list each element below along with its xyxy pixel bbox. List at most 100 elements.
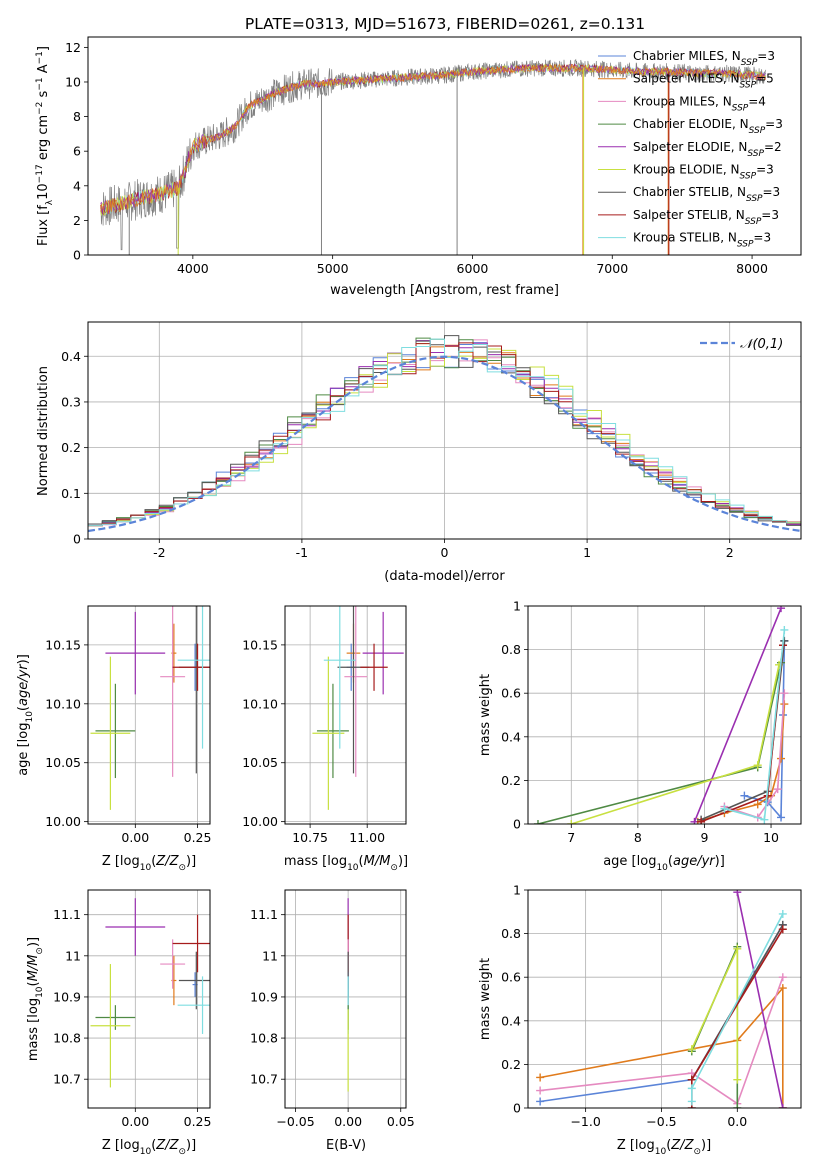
label-part: =3	[757, 49, 775, 63]
weight-marker	[753, 761, 762, 770]
legend-label: Salpeter ELODIE, NSSP=2	[633, 140, 782, 159]
label-part: Flux [f	[36, 205, 51, 246]
weight-marker	[777, 606, 786, 613]
label-part: =3	[763, 185, 781, 199]
label-part: −1	[35, 77, 45, 90]
label-part: N	[737, 185, 746, 199]
x-tick-label: 0.25	[184, 1114, 212, 1129]
x-tick-label: −0.5	[646, 1114, 676, 1129]
axes-frame	[87, 36, 802, 256]
label-part: Kroupa ELODIE,	[633, 163, 731, 177]
label-part: age/yr	[16, 663, 31, 706]
panel-age_vs_mass: 10.75 11.00 10.00 10.05 10.10 10.15 mass [log1…	[242, 605, 408, 873]
weight-marker	[778, 909, 787, 918]
label-part: −1	[35, 51, 45, 64]
label-part: Z [log	[102, 854, 140, 869]
x-tick-label: 0.00	[121, 1114, 149, 1129]
label-part: 10	[140, 863, 152, 873]
y-tick-label: 10.10	[45, 696, 81, 711]
y-tick-label: 11.1	[53, 907, 81, 922]
y-tick-label: 0	[73, 532, 81, 547]
label-part: erg cm	[36, 115, 51, 164]
plot-area-residuals	[88, 335, 801, 539]
y-axis-label: mass weight	[478, 958, 493, 1040]
weight-marker	[536, 1073, 545, 1082]
label-part: N	[728, 231, 737, 245]
y-tick-label: 0.4	[501, 1013, 521, 1028]
normal-curve	[88, 355, 801, 533]
label-part: (	[666, 1138, 671, 1153]
x-tick-label: −1.0	[570, 1114, 600, 1129]
weight-line	[539, 985, 784, 1108]
label-part: Chabrier ELODIE,	[633, 117, 740, 131]
y-tick-label: 10.10	[242, 696, 278, 711]
y-tick-label: 10.00	[45, 814, 81, 829]
y-tick-label: 0.6	[501, 686, 521, 701]
x-tick-label: 8	[634, 830, 642, 845]
label-part: )]	[186, 854, 196, 869]
label-part: )]	[398, 854, 408, 869]
label-part: )]	[26, 937, 41, 947]
x-tick-label: 4000	[177, 261, 209, 276]
x-axis-label: age [log10(age/yr)]	[603, 854, 725, 873]
x-tick-label: −0.05	[276, 1114, 314, 1129]
label-part: A	[36, 64, 51, 77]
label-part: ⊙	[178, 1147, 186, 1157]
legend-label: Chabrier STELIB, NSSP=3	[633, 185, 780, 204]
label-part: )]	[701, 1138, 711, 1153]
x-tick-label: 0.25	[184, 830, 212, 845]
weight-marker	[733, 1075, 742, 1084]
axes-frame	[284, 605, 407, 825]
label-part: N	[723, 94, 732, 108]
label-part: age [log	[16, 723, 31, 776]
x-tick-label: 1	[583, 545, 591, 560]
axes-frame	[527, 605, 802, 825]
label-part: )]	[715, 854, 725, 869]
x-tick-label: 0.0	[727, 1114, 747, 1129]
label-part: Z/Z	[670, 1138, 694, 1153]
label-part: Z/Z	[155, 854, 179, 869]
x-tick-label: 0	[441, 545, 449, 560]
label-part: SSP	[746, 194, 763, 204]
label-part: N	[738, 140, 747, 154]
weight-marker	[536, 1086, 545, 1095]
label-part: mass [log	[26, 998, 41, 1061]
label-part: ]	[36, 46, 51, 51]
label-part: ⊙	[390, 863, 398, 873]
label-part: s	[36, 90, 51, 101]
legend-label: Kroupa ELODIE, NSSP=3	[633, 163, 774, 182]
y-tick-label: 0.8	[501, 642, 521, 657]
weight-marker	[533, 820, 542, 824]
y-axis-label: Flux [fλ10−17 erg cm−2 s−1 A−1]	[35, 46, 55, 246]
label-part: Salpeter MILES,	[633, 72, 731, 86]
label-part: age/yr	[673, 854, 716, 869]
weight-marker	[733, 1104, 742, 1108]
legend-label: Kroupa STELIB, NSSP=3	[633, 231, 771, 250]
y-tick-label: 10.00	[242, 814, 278, 829]
weight-marker	[760, 815, 769, 824]
y-tick-label: 10.7	[250, 1072, 278, 1087]
axes-frame	[527, 889, 802, 1109]
weight-marker	[777, 754, 786, 763]
weight-marker	[778, 973, 787, 982]
y-tick-label: 10.8	[53, 1031, 81, 1046]
label-part: Chabrier MILES,	[633, 49, 732, 63]
label-part: N	[731, 163, 740, 177]
label-part: (	[16, 706, 31, 711]
weight-marker	[753, 800, 762, 809]
x-tick-label: 2	[726, 545, 734, 560]
weight-marker	[687, 1075, 696, 1084]
y-axis-label: age [log10(age/yr)]	[16, 654, 35, 776]
label-part: 10	[35, 986, 45, 998]
x-tick-label: 5000	[317, 261, 349, 276]
x-axis-label: mass [log10(M/M⊙)]	[284, 854, 408, 873]
label-part: 10	[140, 1147, 152, 1157]
y-tick-label: 0.2	[61, 440, 81, 455]
label-part: SSP	[737, 240, 754, 250]
y-tick-label: 11	[262, 948, 278, 963]
y-axis-label: mass weight	[478, 674, 493, 756]
